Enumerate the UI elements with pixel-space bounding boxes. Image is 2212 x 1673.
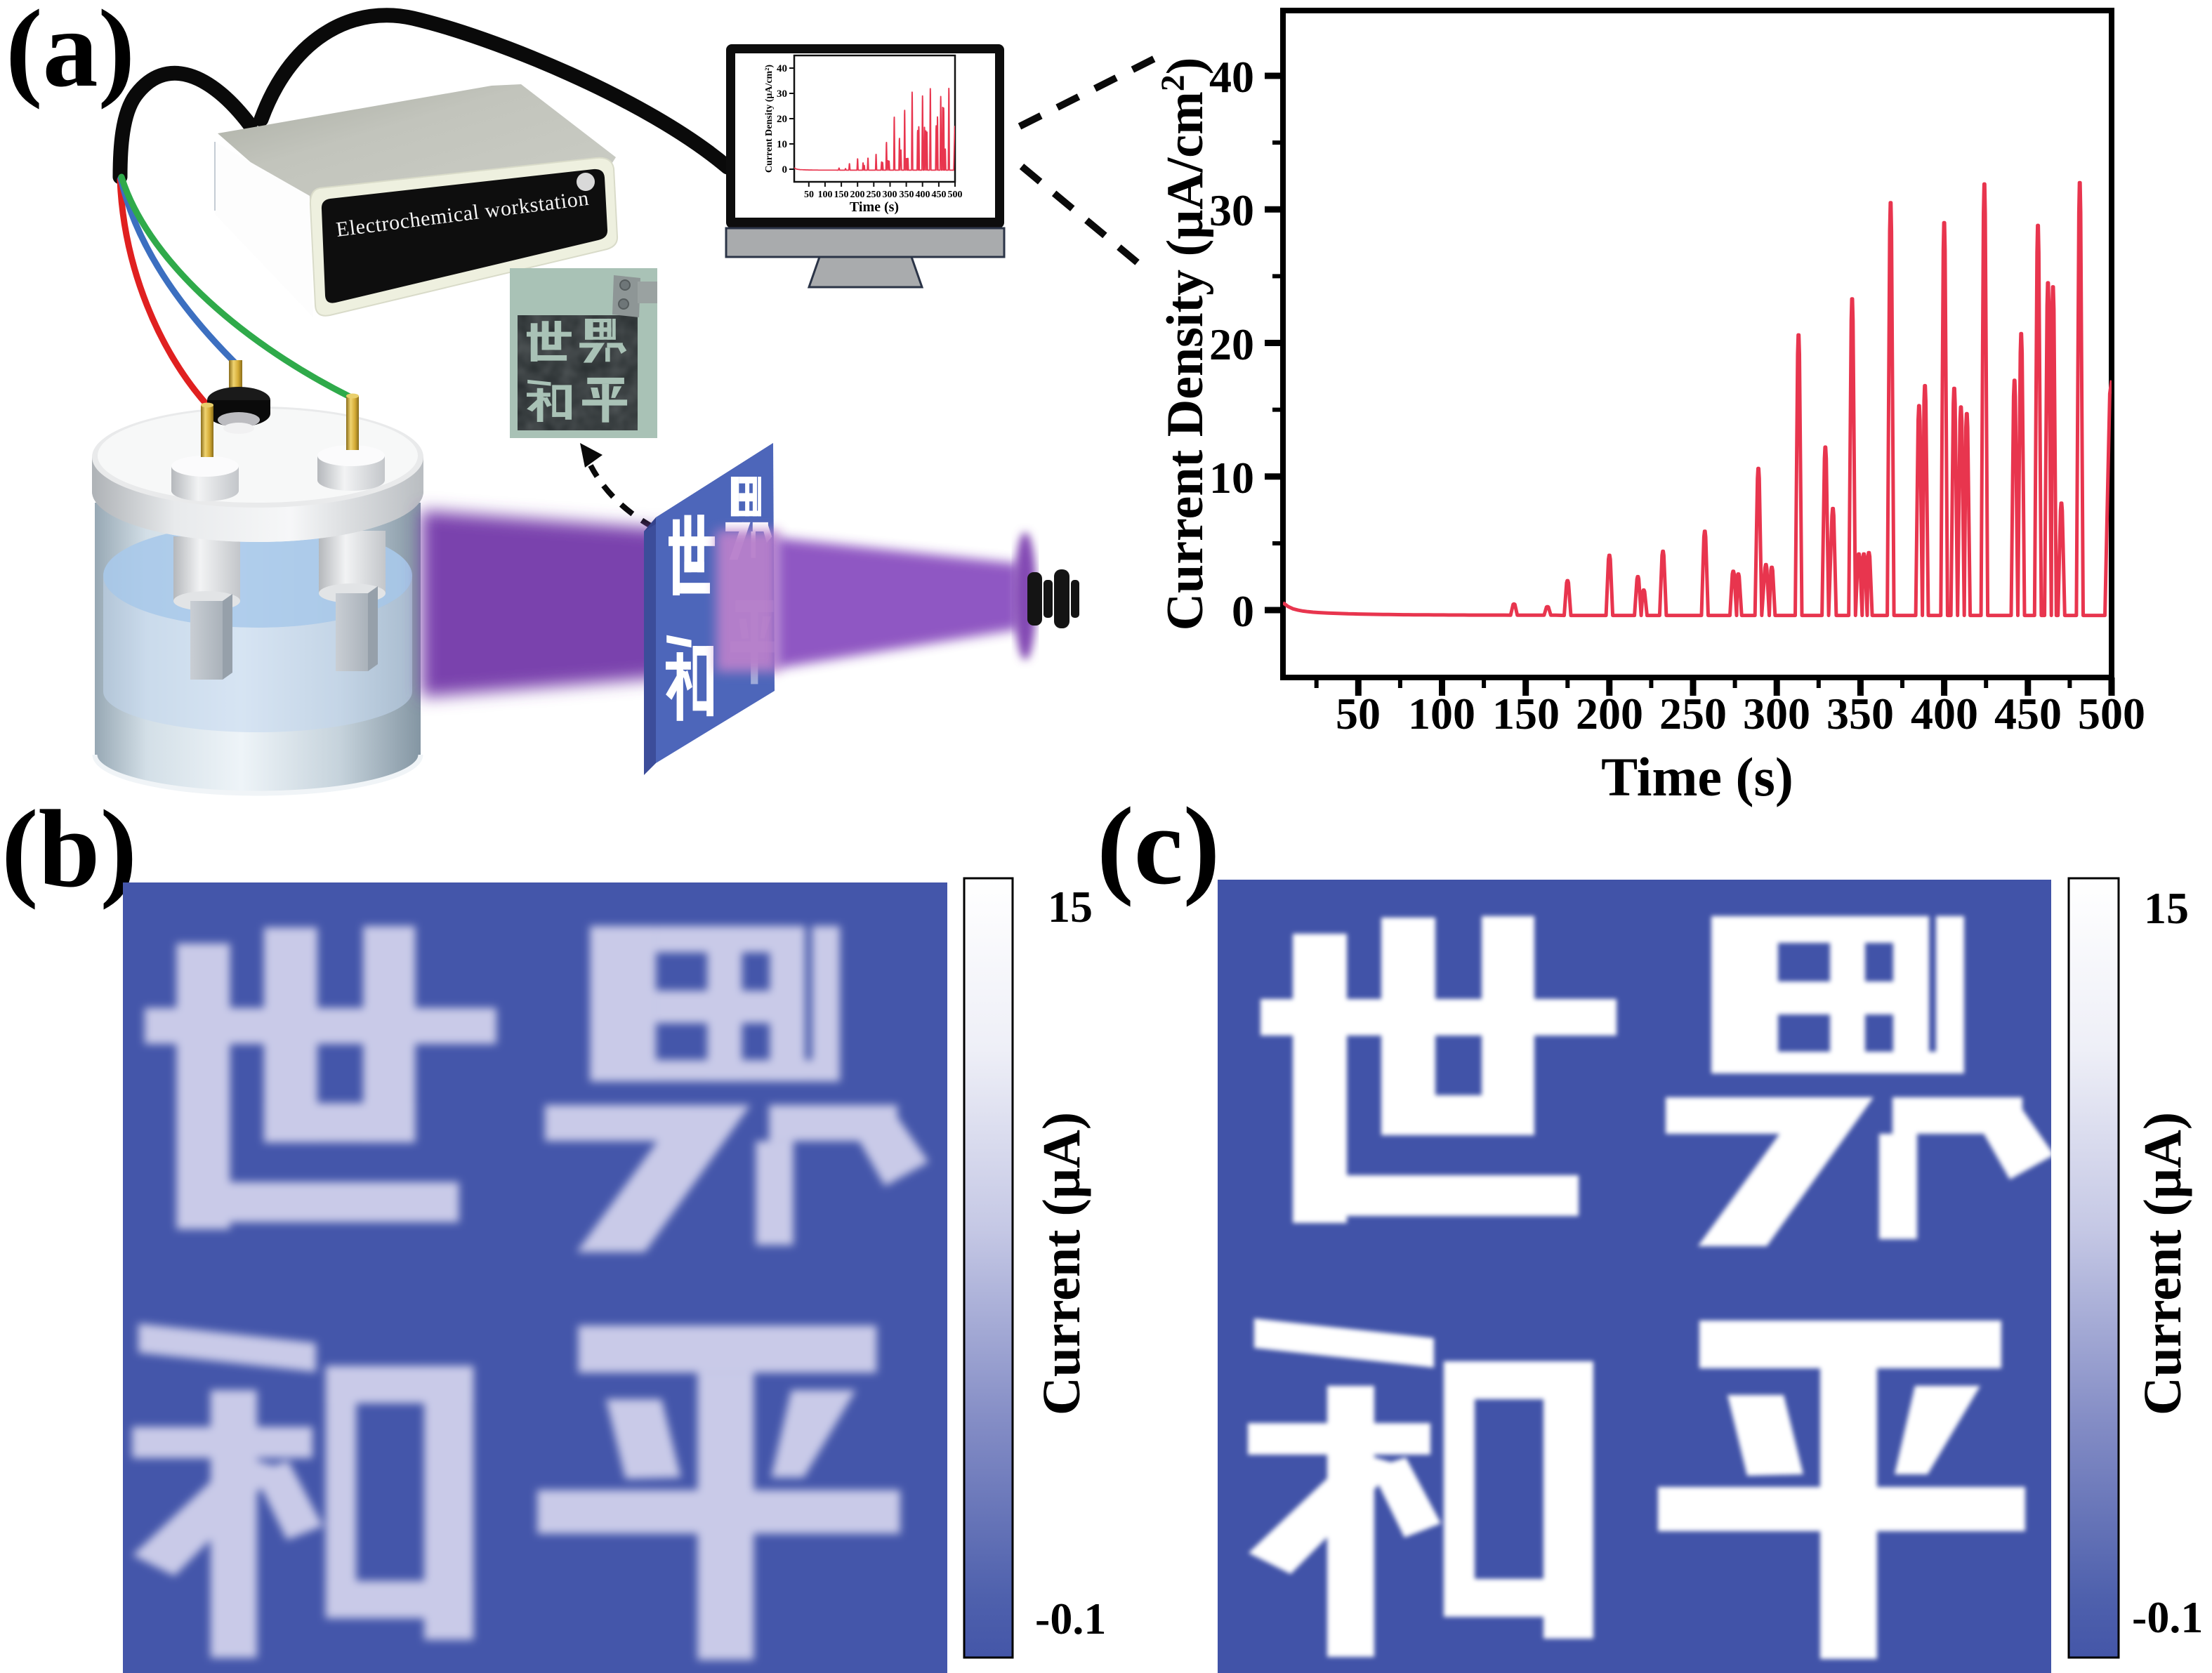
svg-text:0: 0 [782, 164, 788, 176]
svg-text:Time (s): Time (s) [1601, 746, 1793, 807]
svg-text:100: 100 [1408, 689, 1475, 739]
svg-text:350: 350 [900, 190, 914, 200]
svg-text:Current Density (μA/cm²): Current Density (μA/cm²) [764, 65, 775, 173]
svg-text:Time (s): Time (s) [850, 199, 899, 215]
svg-text:40: 40 [777, 63, 787, 74]
svg-text:Current Density (μA/cm2): Current Density (μA/cm2) [1154, 58, 1214, 631]
svg-text:Current (μA): Current (μA) [1032, 1112, 1091, 1415]
svg-text:200: 200 [850, 190, 865, 200]
svg-text:300: 300 [883, 190, 897, 200]
svg-text:200: 200 [1576, 689, 1643, 739]
svg-text:500: 500 [948, 190, 963, 200]
svg-text:15: 15 [1048, 882, 1093, 932]
svg-text:0: 0 [1232, 586, 1254, 636]
svg-text:150: 150 [834, 190, 849, 200]
svg-text:300: 300 [1743, 689, 1810, 739]
svg-text:450: 450 [1994, 689, 2062, 739]
svg-text:400: 400 [916, 190, 930, 200]
svg-text:-0.1: -0.1 [2132, 1592, 2203, 1642]
svg-text:250: 250 [867, 190, 881, 200]
svg-text:30: 30 [777, 88, 787, 100]
svg-text:400: 400 [1911, 689, 1978, 739]
svg-text:Current (μA): Current (μA) [2133, 1112, 2192, 1415]
svg-text:(a): (a) [6, 0, 135, 110]
svg-text:(c): (c) [1097, 785, 1220, 908]
svg-text:450: 450 [932, 190, 947, 200]
svg-text:350: 350 [1826, 689, 1894, 739]
svg-text:150: 150 [1492, 689, 1560, 739]
svg-text:20: 20 [1209, 319, 1254, 369]
svg-text:40: 40 [1209, 52, 1254, 102]
svg-text:100: 100 [818, 190, 833, 200]
svg-text:50: 50 [1336, 689, 1381, 739]
svg-text:30: 30 [1209, 185, 1254, 235]
svg-text:500: 500 [2078, 689, 2145, 739]
svg-text:15: 15 [2144, 883, 2189, 933]
svg-text:50: 50 [804, 190, 814, 200]
svg-text:10: 10 [1209, 453, 1254, 503]
svg-text:250: 250 [1659, 689, 1727, 739]
svg-text:20: 20 [777, 114, 787, 125]
svg-text:10: 10 [777, 139, 787, 150]
svg-text:(b): (b) [1, 788, 137, 911]
svg-text:-0.1: -0.1 [1035, 1594, 1106, 1644]
